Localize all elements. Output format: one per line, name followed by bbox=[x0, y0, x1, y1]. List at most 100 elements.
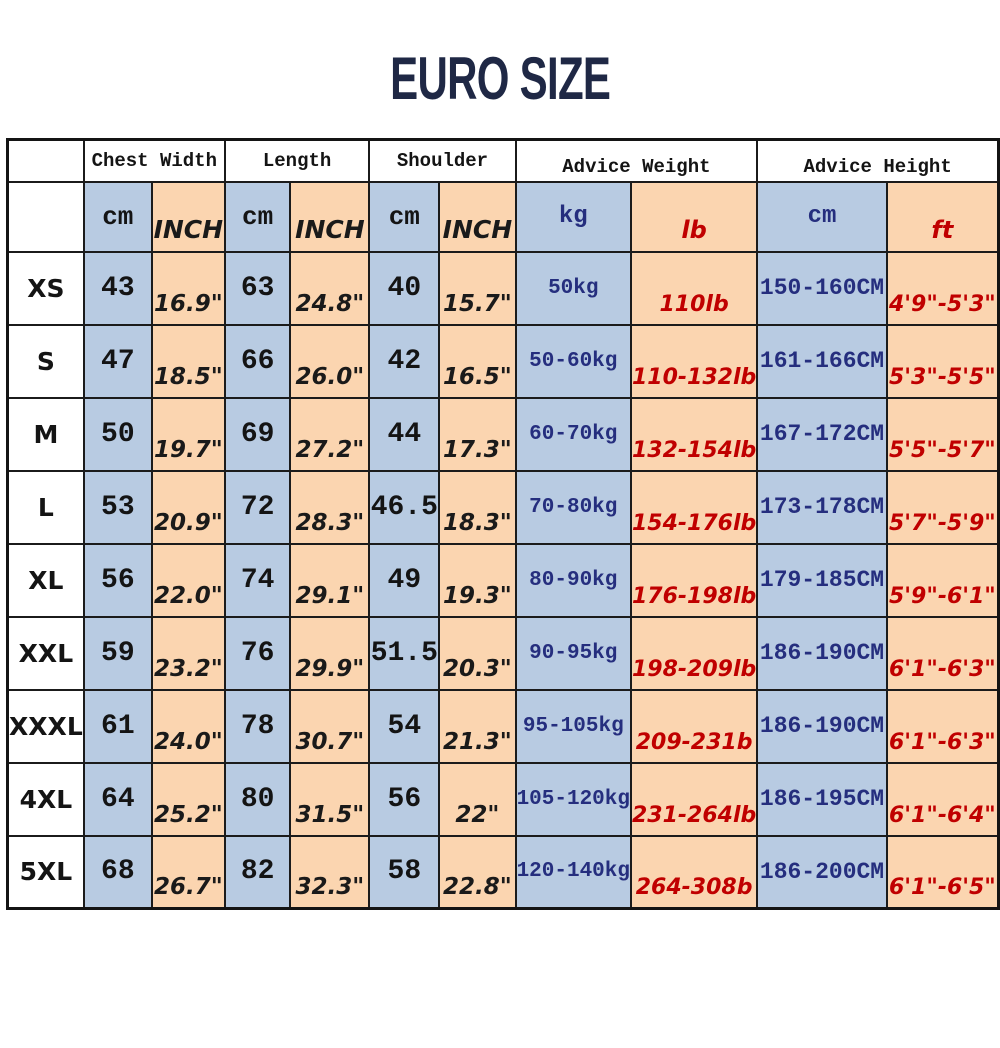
weight-lb-value: 176-198lb bbox=[629, 542, 759, 618]
table-row-xxl: XXL 59 23.2" 76 29.9" 51.5 20.3" 90-95kg… bbox=[6, 615, 1000, 691]
length-inch-header: INCH bbox=[289, 180, 371, 253]
table-row-s: S 47 18.5" 66 26.0" 42 16.5" 50-60kg 110… bbox=[6, 323, 1000, 399]
weight-lb-value: 110-132lb bbox=[629, 323, 759, 399]
length-cm-value: 78 bbox=[223, 688, 292, 764]
length-inch-value: 27.2" bbox=[289, 396, 371, 472]
group-header-advice-weight: Advice Weight bbox=[514, 138, 759, 183]
height-ft-header: ft bbox=[885, 180, 1000, 253]
shoulder-cm-value: 42 bbox=[368, 323, 441, 399]
shoulder-inch-value: 19.3" bbox=[438, 542, 517, 618]
height-cm-value: 167-172CM bbox=[756, 396, 888, 472]
weight-lb-value: 231-264lb bbox=[629, 761, 759, 837]
chest-inch-value: 25.2" bbox=[150, 761, 226, 837]
height-cm-value: 179-185CM bbox=[756, 542, 888, 618]
chest-inch-value: 24.0" bbox=[150, 688, 226, 764]
weight-lb-value: 198-209lb bbox=[629, 615, 759, 691]
shoulder-cm-value: 51.5 bbox=[368, 615, 441, 691]
weight-lb-value: 132-154lb bbox=[629, 396, 759, 472]
table-row-m: M 50 19.7" 69 27.2" 44 17.3" 60-70kg 132… bbox=[6, 396, 1000, 472]
length-inch-value: 26.0" bbox=[289, 323, 371, 399]
table-row-l: L 53 20.9" 72 28.3" 46.5 18.3" 70-80kg 1… bbox=[6, 469, 1000, 545]
group-header-chest-width: Chest Width bbox=[82, 138, 226, 183]
length-cm-value: 66 bbox=[223, 323, 292, 399]
chest-inch-value: 18.5" bbox=[150, 323, 226, 399]
euro-size-table: Chest Width Length Shoulder Advice Weigh… bbox=[6, 138, 1000, 910]
weight-kg-value: 50kg bbox=[514, 250, 632, 326]
weight-kg-value: 50-60kg bbox=[514, 323, 632, 399]
shoulder-inch-value: 22" bbox=[438, 761, 517, 837]
length-cm-value: 74 bbox=[223, 542, 292, 618]
weight-kg-value: 80-90kg bbox=[514, 542, 632, 618]
length-inch-value: 32.3" bbox=[289, 834, 371, 910]
size-label: M bbox=[6, 396, 85, 472]
chest-inch-value: 20.9" bbox=[150, 469, 226, 545]
shoulder-inch-value: 22.8" bbox=[438, 834, 517, 910]
length-inch-value: 31.5" bbox=[289, 761, 371, 837]
table-row-xxxl: XXXL 61 24.0" 78 30.7" 54 21.3" 95-105kg… bbox=[6, 688, 1000, 764]
chest-cm-value: 47 bbox=[82, 323, 153, 399]
chest-inch-value: 19.7" bbox=[150, 396, 226, 472]
weight-kg-value: 120-140kg bbox=[514, 834, 632, 910]
size-label: S bbox=[6, 323, 85, 399]
weight-lb-value: 264-308b bbox=[629, 834, 759, 910]
height-ft-value: 5'3"-5'5" bbox=[885, 323, 1000, 399]
chest-cm-value: 43 bbox=[82, 250, 153, 326]
length-cm-header: cm bbox=[223, 180, 292, 253]
height-ft-value: 5'7"-5'9" bbox=[885, 469, 1000, 545]
chest-cm-value: 53 bbox=[82, 469, 153, 545]
chest-inch-value: 22.0" bbox=[150, 542, 226, 618]
shoulder-cm-value: 58 bbox=[368, 834, 441, 910]
size-label: XL bbox=[6, 542, 85, 618]
chest-cm-value: 61 bbox=[82, 688, 153, 764]
group-header-row: Chest Width Length Shoulder Advice Weigh… bbox=[6, 138, 1000, 183]
table-row-5xl: 5XL 68 26.7" 82 32.3" 58 22.8" 120-140kg… bbox=[6, 834, 1000, 910]
shoulder-cm-header: cm bbox=[368, 180, 441, 253]
chest-inch-value: 16.9" bbox=[150, 250, 226, 326]
group-header-advice-height: Advice Height bbox=[756, 138, 1000, 183]
shoulder-cm-value: 49 bbox=[368, 542, 441, 618]
shoulder-inch-value: 18.3" bbox=[438, 469, 517, 545]
height-cm-value: 186-190CM bbox=[756, 615, 888, 691]
table-row-4xl: 4XL 64 25.2" 80 31.5" 56 22" 105-120kg 2… bbox=[6, 761, 1000, 837]
corner-cell bbox=[6, 138, 85, 183]
size-label: XXL bbox=[6, 615, 85, 691]
length-inch-value: 30.7" bbox=[289, 688, 371, 764]
weight-kg-value: 95-105kg bbox=[514, 688, 632, 764]
height-ft-value: 4'9"-5'3" bbox=[885, 250, 1000, 326]
shoulder-inch-value: 20.3" bbox=[438, 615, 517, 691]
shoulder-cm-value: 54 bbox=[368, 688, 441, 764]
height-ft-value: 6'1"-6'3" bbox=[885, 615, 1000, 691]
length-cm-value: 82 bbox=[223, 834, 292, 910]
page-title-text: EURO SIZE bbox=[389, 45, 611, 112]
height-ft-value: 5'9"-6'1" bbox=[885, 542, 1000, 618]
group-header-shoulder: Shoulder bbox=[368, 138, 517, 183]
weight-lb-value: 110lb bbox=[629, 250, 759, 326]
shoulder-inch-value: 16.5" bbox=[438, 323, 517, 399]
height-cm-header: cm bbox=[756, 180, 888, 253]
chest-cm-value: 50 bbox=[82, 396, 153, 472]
size-chart-page: EURO SIZE Chest Width Length Shoulder Ad… bbox=[0, 48, 1000, 910]
height-cm-value: 186-195CM bbox=[756, 761, 888, 837]
chest-cm-value: 59 bbox=[82, 615, 153, 691]
chest-inch-value: 23.2" bbox=[150, 615, 226, 691]
weight-lb-value: 209-231b bbox=[629, 688, 759, 764]
height-ft-value: 6'1"-6'4" bbox=[885, 761, 1000, 837]
page-title: EURO SIZE bbox=[0, 48, 1000, 112]
shoulder-inch-value: 21.3" bbox=[438, 688, 517, 764]
chest-inch-value: 26.7" bbox=[150, 834, 226, 910]
length-inch-value: 29.1" bbox=[289, 542, 371, 618]
group-header-length: Length bbox=[223, 138, 371, 183]
weight-kg-value: 90-95kg bbox=[514, 615, 632, 691]
height-cm-value: 161-166CM bbox=[756, 323, 888, 399]
shoulder-inch-value: 17.3" bbox=[438, 396, 517, 472]
length-inch-value: 24.8" bbox=[289, 250, 371, 326]
chest-cm-value: 64 bbox=[82, 761, 153, 837]
length-inch-value: 28.3" bbox=[289, 469, 371, 545]
length-cm-value: 80 bbox=[223, 761, 292, 837]
weight-kg-value: 60-70kg bbox=[514, 396, 632, 472]
unit-header-row: cm INCH cm INCH cm INCH kg lb cm ft bbox=[6, 180, 1000, 253]
chest-cm-value: 56 bbox=[82, 542, 153, 618]
table-row-xs: XS 43 16.9" 63 24.8" 40 15.7" 50kg 110lb… bbox=[6, 250, 1000, 326]
height-cm-value: 186-190CM bbox=[756, 688, 888, 764]
size-label: 5XL bbox=[6, 834, 85, 910]
